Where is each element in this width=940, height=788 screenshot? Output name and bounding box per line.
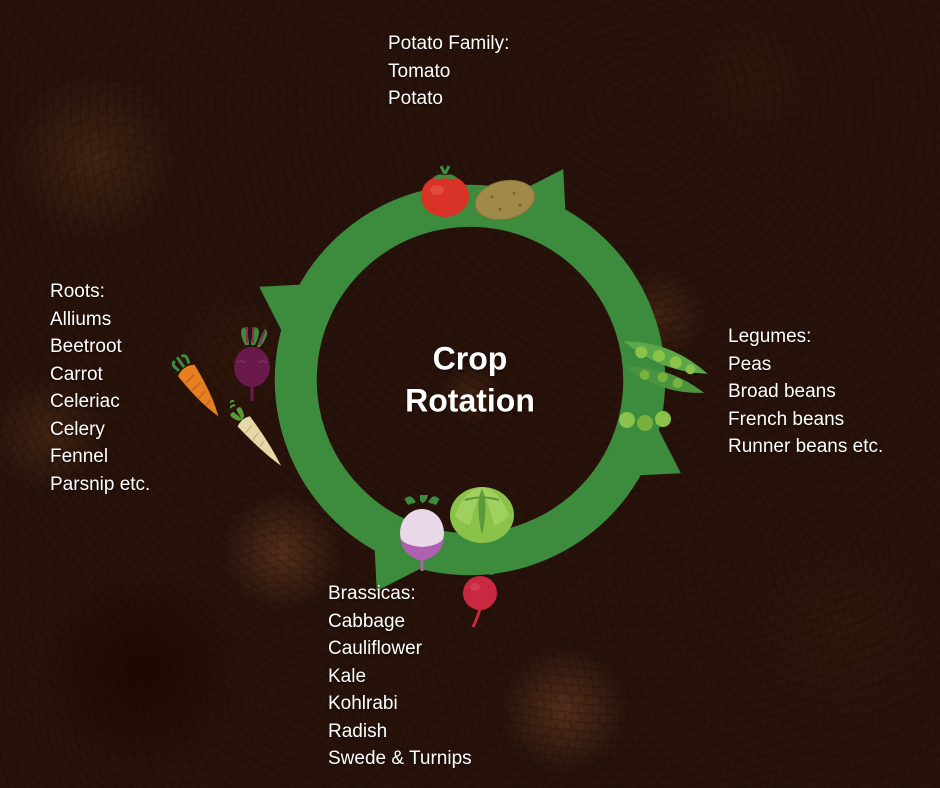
label-item: French beans	[728, 406, 883, 434]
label-title: Roots:	[50, 278, 150, 306]
label-item: Potato	[388, 85, 509, 113]
label-legumes: Legumes: Peas Broad beans French beans R…	[728, 323, 883, 461]
label-item: Cabbage	[328, 608, 472, 636]
label-item: Celeriac	[50, 388, 150, 416]
label-item: Tomato	[388, 58, 509, 86]
label-item: Alliums	[50, 306, 150, 334]
label-roots: Roots: Alliums Beetroot Carrot Celeriac …	[50, 278, 150, 498]
label-item: Beetroot	[50, 333, 150, 361]
label-item: Carrot	[50, 361, 150, 389]
label-item: Celery	[50, 416, 150, 444]
carrot-icon	[170, 350, 230, 430]
center-title: Crop Rotation	[405, 338, 535, 421]
label-title: Legumes:	[728, 323, 883, 351]
label-title: Potato Family:	[388, 30, 509, 58]
label-item: Broad beans	[728, 378, 883, 406]
label-item: Swede & Turnips	[328, 745, 472, 773]
label-brassicas: Brassicas: Cabbage Cauliflower Kale Kohl…	[328, 580, 472, 773]
center-title-line2: Rotation	[405, 380, 535, 422]
label-title: Brassicas:	[328, 580, 472, 608]
center-title-line1: Crop	[405, 338, 535, 380]
label-item: Cauliflower	[328, 635, 472, 663]
label-item: Radish	[328, 718, 472, 746]
infographic-content: Crop Rotation Potato Family: Tomato Pota…	[0, 0, 940, 788]
label-item: Kohlrabi	[328, 690, 472, 718]
label-item: Fennel	[50, 443, 150, 471]
label-item: Kale	[328, 663, 472, 691]
label-potato-family: Potato Family: Tomato Potato	[388, 30, 509, 113]
label-item: Parsnip etc.	[50, 471, 150, 499]
label-item: Peas	[728, 351, 883, 379]
label-item: Runner beans etc.	[728, 433, 883, 461]
